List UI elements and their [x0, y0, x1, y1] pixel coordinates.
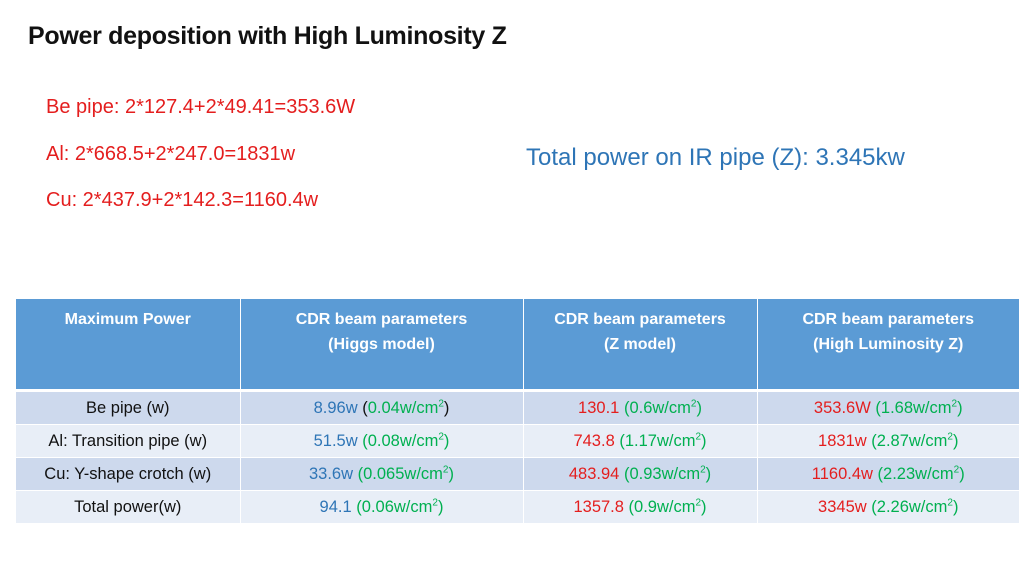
- unit-exponent: 2: [700, 464, 706, 475]
- cell-z: 483.94 (0.93w/cm2): [523, 457, 758, 491]
- cell-hlz: 1831w (2.87w/cm2): [757, 424, 1019, 458]
- cell-higgs: 33.6w (0.065w/cm2): [240, 457, 524, 491]
- unit-exponent: 2: [438, 398, 444, 409]
- power-value: 3345w: [818, 497, 867, 516]
- table-body: Be pipe (w) 8.96w (0.04w/cm2) 130.1 (0.6w/…: [16, 390, 1019, 524]
- unit-exponent: 2: [695, 497, 702, 508]
- header-line: CDR beam parameters: [295, 311, 468, 328]
- row-label: Al: Transition pipe (w): [16, 424, 241, 458]
- header-line: (Z model): [604, 336, 676, 353]
- header-high-luminosity-z: CDR beam parameters (High Luminosity Z): [757, 299, 1019, 392]
- density-unit: w/cm: [399, 398, 439, 417]
- density-unit: w/cm: [661, 464, 701, 483]
- table-row: Be pipe (w) 8.96w (0.04w/cm2) 130.1 (0.6w/…: [16, 390, 1019, 425]
- table-header-row: Maximum Power CDR beam parameters (Higgs…: [16, 299, 1019, 392]
- table-row: Total power(w) 94.1 (0.06w/cm2) 1357.8 (0.…: [16, 490, 1019, 524]
- header-z-model: CDR beam parameters (Z model): [523, 299, 758, 392]
- density-unit: w/cm: [393, 497, 433, 516]
- header-line: CDR beam parameters: [554, 311, 726, 328]
- header-line: CDR beam parameters: [802, 311, 975, 328]
- formula-be-pipe: Be pipe: 2*127.4+2*49.41=353.6W: [46, 96, 356, 118]
- unit-exponent: 2: [953, 464, 960, 475]
- row-label: Be pipe (w): [16, 390, 241, 425]
- density-value: 0.6: [629, 398, 653, 417]
- density-unit: w/cm: [399, 431, 439, 450]
- unit-exponent: 2: [432, 497, 438, 508]
- formula-cu: Cu: 2*437.9+2*142.3=1160.4w: [46, 189, 319, 211]
- total-power-text: Total power on IR pipe (Z): 3.345kw: [526, 144, 905, 171]
- power-value: 1357.8: [573, 497, 624, 516]
- row-label: Total power(w): [16, 490, 241, 524]
- density-value: 1.17: [624, 431, 657, 450]
- power-value: 353.6W: [813, 398, 871, 417]
- power-table: Maximum Power CDR beam parameters (Higgs…: [16, 299, 1019, 524]
- density-unit: w/cm: [656, 431, 696, 450]
- density-unit: w/cm: [913, 398, 952, 417]
- density-value: 2.87: [876, 431, 909, 450]
- power-value: 743.8: [573, 431, 615, 450]
- power-value: 1160.4w: [811, 464, 873, 483]
- density-value: 2.26: [876, 497, 909, 516]
- formula-al: Al: 2*668.5+2*247.0=1831w: [46, 143, 296, 165]
- density-unit: w/cm: [915, 464, 954, 483]
- power-value: 51.5w: [313, 431, 358, 450]
- header-maximum-power: Maximum Power: [16, 299, 241, 392]
- header-higgs-model: CDR beam parameters (Higgs model): [240, 299, 524, 392]
- power-value: 483.94: [568, 464, 620, 483]
- power-value: 8.96w: [313, 398, 358, 417]
- density-unit: w/cm: [908, 431, 948, 450]
- density-value: 0.9: [634, 497, 657, 516]
- power-value: 130.1: [578, 398, 620, 417]
- density-value: 0.06: [361, 497, 394, 516]
- cell-z: 743.8 (1.17w/cm2): [523, 424, 758, 458]
- cell-higgs: 51.5w (0.08w/cm2): [240, 424, 524, 458]
- density-unit: w/cm: [652, 398, 691, 417]
- cell-z: 1357.8 (0.9w/cm2): [523, 490, 758, 524]
- density-unit: w/cm: [908, 497, 948, 516]
- row-label: Cu: Y-shape crotch (w): [16, 457, 241, 491]
- density-value: 2.23: [883, 464, 916, 483]
- unit-exponent: 2: [951, 398, 958, 409]
- density-value: 0.93: [629, 464, 662, 483]
- cell-hlz: 1160.4w (2.23w/cm2): [757, 457, 1019, 491]
- unit-exponent: 2: [695, 431, 702, 442]
- header-line: (Higgs model): [328, 336, 435, 353]
- density-unit: w/cm: [404, 464, 443, 483]
- density-value: 0.08: [367, 431, 400, 450]
- cell-higgs: 8.96w (0.04w/cm2): [240, 390, 524, 425]
- unit-exponent: 2: [442, 464, 449, 475]
- unit-exponent: 2: [690, 398, 697, 409]
- header-line: Maximum Power: [64, 311, 191, 328]
- unit-exponent: 2: [947, 497, 953, 508]
- cell-hlz: 353.6W (1.68w/cm2): [757, 390, 1019, 425]
- power-value: 1831w: [818, 431, 867, 450]
- page-title: Power deposition with High Luminosity Z: [28, 22, 507, 50]
- cell-z: 130.1 (0.6w/cm2): [523, 390, 758, 425]
- density-value: 0.04: [367, 398, 400, 417]
- header-line: (High Luminosity Z): [813, 336, 964, 353]
- cell-higgs: 94.1 (0.06w/cm2): [240, 490, 524, 524]
- table-row: Al: Transition pipe (w) 51.5w (0.08w/cm2)…: [16, 424, 1019, 458]
- density-value: 0.065: [363, 464, 405, 483]
- unit-exponent: 2: [947, 431, 953, 442]
- table-row: Cu: Y-shape crotch (w) 33.6w (0.065w/cm2)…: [16, 457, 1019, 491]
- power-value: 94.1: [319, 497, 352, 516]
- cell-hlz: 3345w (2.26w/cm2): [757, 490, 1019, 524]
- density-value: 1.68: [880, 398, 914, 417]
- power-value: 33.6w: [309, 464, 354, 483]
- density-unit: w/cm: [656, 497, 696, 516]
- unit-exponent: 2: [438, 431, 444, 442]
